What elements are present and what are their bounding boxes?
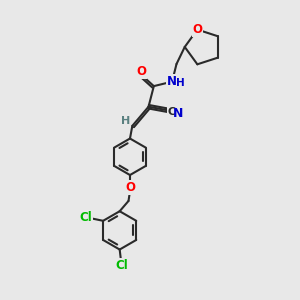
- Text: Cl: Cl: [116, 259, 128, 272]
- Text: C: C: [167, 107, 175, 117]
- Text: H: H: [176, 78, 185, 88]
- Text: O: O: [136, 65, 146, 79]
- Text: N: N: [167, 75, 177, 88]
- Text: H: H: [121, 116, 130, 126]
- Text: O: O: [192, 23, 203, 36]
- Text: N: N: [173, 107, 184, 120]
- Text: Cl: Cl: [79, 211, 92, 224]
- Text: O: O: [125, 181, 135, 194]
